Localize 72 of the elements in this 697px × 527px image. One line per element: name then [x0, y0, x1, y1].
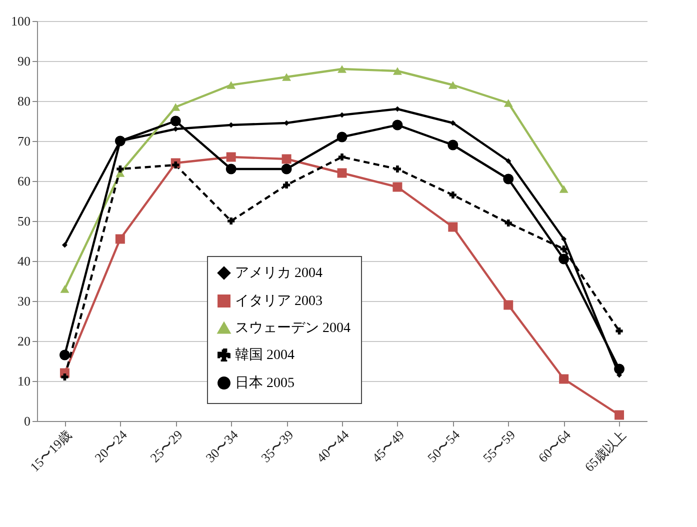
point	[282, 73, 292, 81]
point	[448, 140, 458, 150]
x-tick-label: 15〜19歳	[27, 427, 74, 474]
point	[614, 364, 625, 374]
point	[558, 254, 570, 264]
y-tick-label: 50	[18, 214, 30, 228]
y-tick-label: 60	[18, 174, 30, 188]
point	[171, 103, 180, 111]
point	[281, 164, 292, 174]
point	[503, 174, 514, 184]
point	[226, 81, 236, 89]
y-tick-label: 100	[11, 14, 30, 28]
point	[616, 327, 623, 335]
point	[506, 158, 512, 164]
y-tick-label: 30	[18, 294, 30, 308]
point	[226, 152, 236, 162]
point	[448, 81, 458, 89]
point	[172, 161, 180, 169]
legend-label: スウェーデン 2004	[235, 321, 350, 336]
point	[504, 300, 514, 310]
x-tick-label: 30〜34	[202, 426, 242, 466]
point	[450, 120, 456, 126]
x-tick-label: 45〜49	[368, 427, 408, 466]
point	[59, 350, 70, 360]
point	[283, 181, 290, 189]
point	[62, 242, 68, 248]
point	[614, 410, 624, 420]
point	[394, 165, 401, 173]
x-tick-label: 60〜64	[535, 426, 574, 466]
point	[559, 185, 568, 193]
y-tick-label: 80	[18, 94, 30, 108]
point	[392, 120, 403, 130]
point	[282, 154, 292, 164]
point	[448, 222, 458, 232]
point	[336, 132, 348, 142]
point	[338, 153, 346, 161]
y-tick-label: 70	[18, 134, 30, 148]
point	[339, 112, 345, 118]
point	[228, 217, 235, 225]
point	[559, 374, 569, 384]
y-tick-label: 40	[18, 254, 30, 268]
point	[561, 236, 567, 242]
x-tick-label: 35〜39	[258, 427, 296, 466]
x-tick-label: 25〜29	[147, 427, 186, 466]
x-tick-label: 20〜24	[92, 426, 130, 466]
point	[392, 67, 402, 75]
point	[394, 106, 400, 112]
point	[61, 373, 68, 381]
point	[60, 285, 70, 293]
x-tick-label: 55〜59	[480, 427, 518, 466]
x-tick-label: 50〜54	[424, 426, 463, 466]
point	[560, 245, 568, 253]
x-tick-label: 40〜44	[314, 426, 352, 466]
legend-label: 日本 2005	[235, 375, 294, 391]
point	[504, 99, 513, 107]
point	[170, 116, 181, 126]
point	[338, 65, 346, 73]
point	[449, 191, 456, 199]
y-tick-label: 10	[18, 374, 30, 388]
y-tick-label: 20	[18, 334, 30, 348]
point	[116, 165, 124, 173]
point	[392, 182, 402, 192]
point	[504, 219, 512, 227]
legend-label: イタリア 2003	[235, 294, 322, 309]
y-tick-label: 0	[24, 414, 30, 428]
point	[115, 234, 125, 244]
y-tick-label: 90	[18, 54, 30, 68]
x-tick-label: 65歳以上	[582, 427, 629, 474]
point	[337, 168, 347, 178]
point	[226, 164, 236, 174]
legend-label: アメリカ 2004	[235, 266, 322, 281]
legend-label: 韓国 2004	[235, 347, 294, 363]
